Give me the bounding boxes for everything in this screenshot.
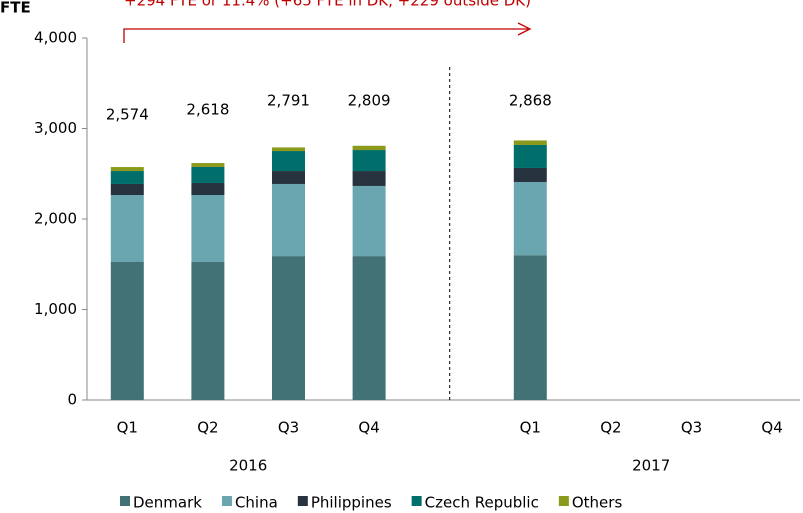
legend-swatch xyxy=(120,496,130,506)
bar-segment xyxy=(513,167,547,182)
group-label: 2016 xyxy=(229,457,267,475)
x-tick-label: Q2 xyxy=(197,419,218,437)
x-tick-label: Q1 xyxy=(117,419,138,437)
x-tick-label: Q1 xyxy=(520,419,541,437)
y-tick-label: 4,000 xyxy=(34,29,77,47)
x-tick-label: Q2 xyxy=(600,419,621,437)
total-label: 2,809 xyxy=(348,92,391,110)
bar-segment xyxy=(110,171,144,184)
bar-segment xyxy=(513,181,547,256)
bar-segment xyxy=(352,171,386,186)
annotation: +294 FTE or 11.4% (+65 FTE in DK, +229 o… xyxy=(124,0,531,10)
x-tick-label: Q3 xyxy=(278,419,299,437)
arrow-head xyxy=(517,22,532,36)
total-label: 2,868 xyxy=(509,92,552,110)
legend-swatch xyxy=(411,496,422,506)
y-tick-label: 2,000 xyxy=(34,210,77,228)
bar-segment xyxy=(191,163,225,167)
bar-segment xyxy=(513,255,547,400)
bar-segment xyxy=(352,185,386,257)
bar-segment xyxy=(272,183,305,257)
bar-segment xyxy=(191,261,225,400)
bar-segment xyxy=(272,151,305,172)
legend-swatch xyxy=(221,496,232,506)
bar-segment xyxy=(191,182,225,196)
annotation-arrow xyxy=(123,28,528,43)
bar-segment xyxy=(191,166,225,183)
total-label: 2,574 xyxy=(106,106,149,124)
bar-segment xyxy=(272,256,305,400)
bar-segment xyxy=(110,183,144,196)
y-tick-label: 3,000 xyxy=(34,119,77,137)
legend-label: Philippines xyxy=(311,494,392,512)
x-tick-label: Q3 xyxy=(681,419,702,437)
bar-segment xyxy=(513,140,547,145)
x-tick-label: Q4 xyxy=(761,419,782,437)
legend-label: Denmark xyxy=(133,494,202,512)
total-label: 2,791 xyxy=(267,92,310,110)
legend-label: China xyxy=(235,494,278,512)
bar-segment xyxy=(110,261,144,400)
y-tick-label: 0 xyxy=(67,391,77,409)
bar-segment xyxy=(272,171,305,184)
group-label: 2017 xyxy=(632,457,670,475)
total-label: 2,618 xyxy=(186,101,229,119)
bar-segment xyxy=(513,144,547,168)
bar-segment xyxy=(110,195,144,262)
legend-swatch xyxy=(297,496,308,506)
bar-segment xyxy=(352,256,386,400)
legend-label: Others xyxy=(572,494,623,512)
bar-segment xyxy=(191,195,225,262)
x-tick-label: Q4 xyxy=(358,419,379,437)
bar-segment xyxy=(272,147,305,152)
bar-segment xyxy=(352,145,386,151)
legend-label: Czech Republic xyxy=(425,494,539,512)
legend-swatch xyxy=(558,496,569,506)
bar-segment xyxy=(352,150,386,172)
y-tick-label: 1,000 xyxy=(34,300,77,318)
bar-segment xyxy=(110,167,144,172)
y-axis-label: FTE xyxy=(0,0,31,17)
